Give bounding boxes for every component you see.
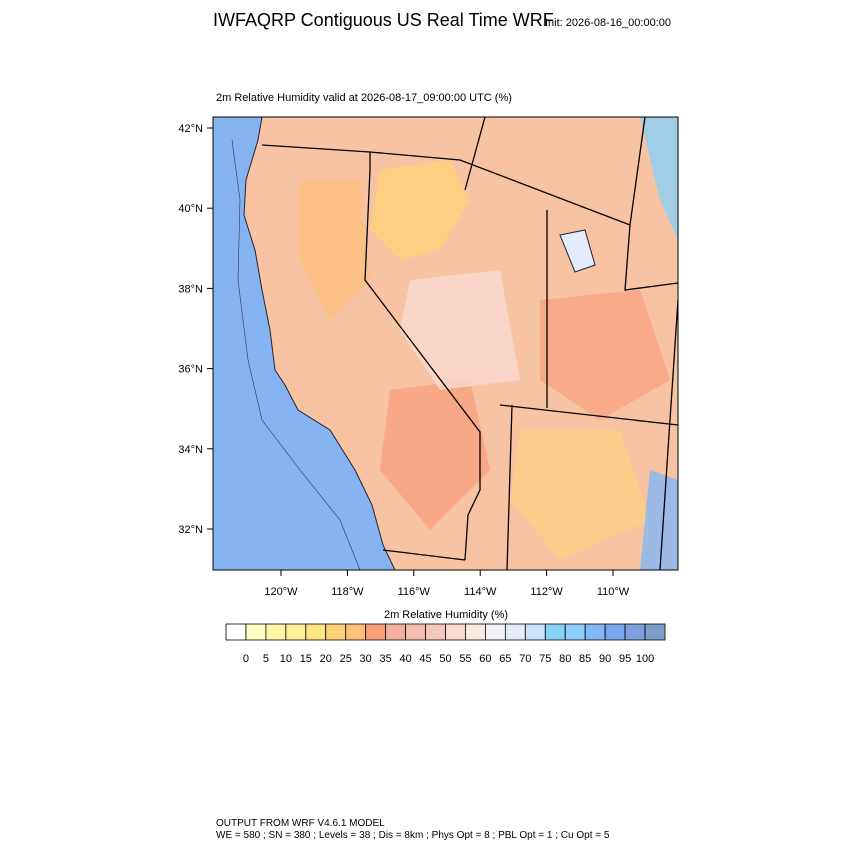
colorbar-box xyxy=(504,623,526,641)
colorbar-box xyxy=(485,623,506,641)
moist-region xyxy=(400,270,520,390)
colorbar-label: 15 xyxy=(300,653,312,665)
colorbar-box xyxy=(405,623,426,641)
lon-label: 110°W xyxy=(597,586,630,598)
moist-region xyxy=(640,117,678,240)
colorbar-label: 30 xyxy=(360,653,372,665)
ocean xyxy=(212,116,396,571)
colorbar-label: 55 xyxy=(459,653,471,665)
great-salt-lake xyxy=(559,229,596,273)
border xyxy=(261,144,631,226)
border xyxy=(499,210,679,426)
colorbar-label: 95 xyxy=(619,653,631,665)
colorbar-box xyxy=(385,623,406,641)
colorbar-box xyxy=(305,623,327,641)
colorbar-box xyxy=(445,623,466,641)
colorbar-box xyxy=(285,623,307,641)
colorbar-label: 90 xyxy=(599,653,611,665)
colorbar: 0 5 10 15 20 25 30 35 40 45 50 55 60 65 70 75 80 85 90 95 10… xyxy=(225,623,666,665)
border xyxy=(364,152,481,561)
ocean-contour xyxy=(231,139,361,571)
map-frame xyxy=(212,116,679,571)
colorbar-label: 25 xyxy=(340,653,352,665)
dry-region xyxy=(370,160,470,260)
colorbar-box xyxy=(325,623,347,641)
lat-label: 34°N xyxy=(178,444,203,456)
dry-region xyxy=(540,290,670,420)
footer-line: OUTPUT FROM WRF V4.6.1 MODEL xyxy=(216,818,385,829)
colorbar-label: 10 xyxy=(280,653,292,665)
colorbar-label: 35 xyxy=(380,653,392,665)
colorbar-label: 70 xyxy=(519,653,531,665)
colorbar-box xyxy=(365,623,387,641)
lat-label: 32°N xyxy=(178,524,203,536)
moist-region xyxy=(640,470,678,570)
colorbar-box xyxy=(345,623,367,641)
init-time: Init: 2026-08-16_00:00:00 xyxy=(545,17,671,29)
colorbar-label: 20 xyxy=(320,653,332,665)
colorbar-box xyxy=(465,623,486,641)
lat-label: 38°N xyxy=(178,283,203,295)
dry-region xyxy=(510,430,650,560)
lat-label: 36°N xyxy=(178,364,203,376)
map xyxy=(212,116,679,571)
border xyxy=(382,549,466,561)
border xyxy=(464,116,486,191)
title: IWFAQRP Contiguous US Real Time WRF xyxy=(213,10,554,30)
colorbar-box xyxy=(245,623,267,641)
colorbar-box xyxy=(524,623,546,641)
lon-label: 112°W xyxy=(530,586,563,598)
colorbar-box xyxy=(265,623,287,641)
colorbar-box xyxy=(544,623,566,641)
colorbar-title: 2m Relative Humidity (%) xyxy=(384,609,508,621)
dry-region xyxy=(380,380,490,530)
colorbar-label: 100 xyxy=(636,653,654,665)
border xyxy=(624,116,679,291)
colorbar-label: 45 xyxy=(419,653,431,665)
colorbar-box xyxy=(624,623,646,641)
lon-label: 120°W xyxy=(264,586,298,598)
colorbar-box xyxy=(584,623,606,641)
map-subtitle: 2m Relative Humidity valid at 2026-08-17… xyxy=(216,92,512,104)
dry-region xyxy=(300,180,370,320)
colorbar-box xyxy=(225,623,247,641)
colorbar-label: 65 xyxy=(499,653,511,665)
axis-labels: 42°N 40°N 38°N 36°N 34°N 32°N 120°W 118°W 116°W 1… xyxy=(178,123,629,598)
state-borders xyxy=(261,116,679,571)
colorbar-label: 40 xyxy=(399,653,411,665)
colorbar-box xyxy=(425,623,446,641)
colorbar-label: 5 xyxy=(263,653,269,665)
colorbar-label: 60 xyxy=(479,653,491,665)
colorbar-label: 50 xyxy=(439,653,451,665)
border xyxy=(506,299,679,571)
colorbar-label: 80 xyxy=(559,653,571,665)
colorbar-label: 85 xyxy=(579,653,591,665)
colorbar-label: 75 xyxy=(539,653,551,665)
colorbar-box xyxy=(644,623,666,641)
lat-label: 40°N xyxy=(178,203,203,215)
footer-line: WE = 580 ; SN = 380 ; Levels = 38 ; Dis … xyxy=(216,830,610,841)
colorbar-box xyxy=(604,623,626,641)
colorbar-box xyxy=(564,623,586,641)
lon-label: 116°W xyxy=(398,586,431,598)
lat-label: 42°N xyxy=(178,123,203,135)
lon-label: 118°W xyxy=(331,586,364,598)
lon-label: 114°W xyxy=(464,586,497,598)
colorbar-label: 0 xyxy=(243,653,249,665)
